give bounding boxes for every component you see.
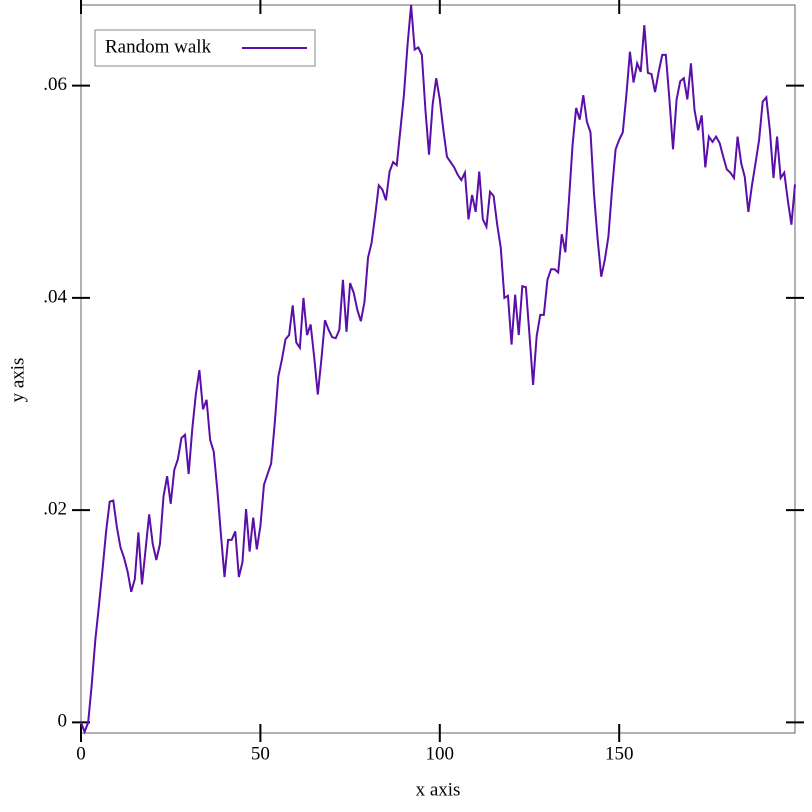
x-axis-label: x axis [416,779,461,800]
x-tick-label: 150 [605,743,634,764]
x-tick-label: 100 [426,743,455,764]
data-line [80,4,796,735]
y-tick-label: 0 [58,711,68,732]
y-tick-label: .04 [43,286,67,307]
y-axis-label: y axis [7,358,28,403]
x-tick-label: 50 [251,743,270,764]
y-tick-label: .06 [43,74,67,95]
legend-label: Random walk [105,36,212,57]
plot-frame [80,4,796,734]
y-tick-label: .02 [43,499,67,520]
x-tick-label: 0 [76,743,86,764]
